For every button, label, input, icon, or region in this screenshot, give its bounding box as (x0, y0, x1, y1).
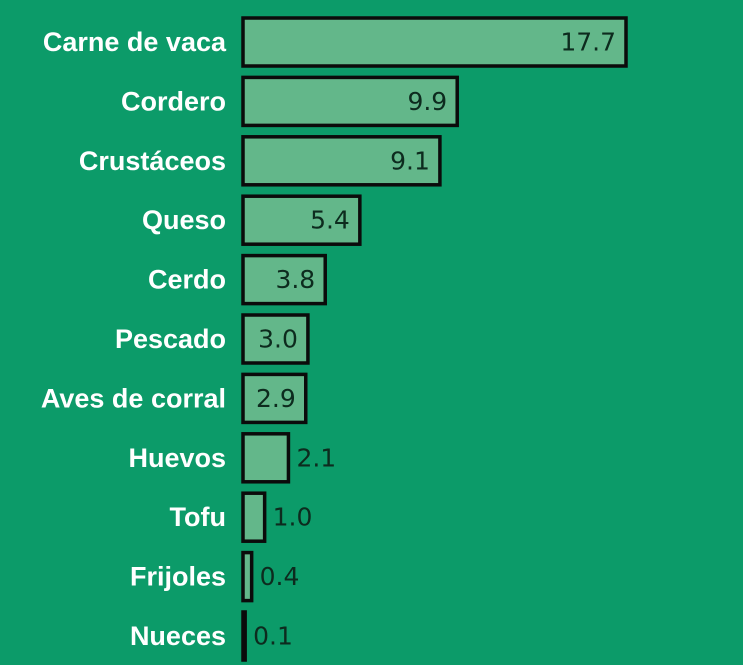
category-label-frijoles: Frijoles (130, 562, 226, 592)
bars-layer (241, 16, 628, 662)
bar-cerdo (241, 253, 327, 306)
value-label-carne-de-vaca: 17.7 (560, 28, 616, 57)
bar-frijoles (241, 550, 254, 603)
bar-tofu (241, 491, 267, 543)
category-label-queso: Queso (142, 205, 226, 235)
value-label-pescado: 3.0 (258, 325, 298, 354)
bar-huevos (241, 432, 291, 484)
value-label-nueces: 0.1 (253, 622, 293, 651)
value-label-crustaceos: 9.1 (390, 146, 430, 175)
category-label-carne-de-vaca: Carne de vaca (43, 27, 227, 57)
category-label-cordero: Cordero (121, 86, 226, 116)
bar-aves-de-corral (241, 372, 308, 425)
bar-pescado (241, 313, 310, 365)
bar-crustaceos (241, 135, 442, 187)
bar-carne-de-vaca (241, 16, 628, 68)
category-label-nueces: Nueces (130, 621, 226, 651)
value-label-aves-de-corral: 2.9 (256, 384, 296, 413)
value-label-frijoles: 0.4 (260, 562, 300, 591)
category-label-cerdo: Cerdo (148, 265, 226, 295)
value-label-cerdo: 3.8 (275, 265, 315, 294)
category-label-huevos: Huevos (128, 443, 226, 473)
category-label-tofu: Tofu (170, 502, 226, 532)
category-labels: Carne de vaca Cordero Crustáceos Queso Cerdo… (41, 27, 227, 651)
value-label-queso: 5.4 (310, 206, 350, 235)
bar-nueces (241, 610, 247, 662)
category-label-crustaceos: Crustáceos (79, 146, 226, 176)
category-label-pescado: Pescado (115, 324, 226, 354)
bar-queso (241, 194, 362, 246)
value-label-huevos: 2.1 (296, 443, 336, 472)
value-labels: 17.7 9.9 9.1 5.4 3.8 3.0 2.9 2.1 1.0 0.4 0.1 (253, 28, 616, 651)
bar-cordero (241, 75, 459, 128)
value-label-tofu: 1.0 (273, 503, 313, 532)
category-label-aves-de-corral: Aves de corral (41, 383, 226, 413)
value-label-cordero: 9.9 (407, 87, 447, 116)
